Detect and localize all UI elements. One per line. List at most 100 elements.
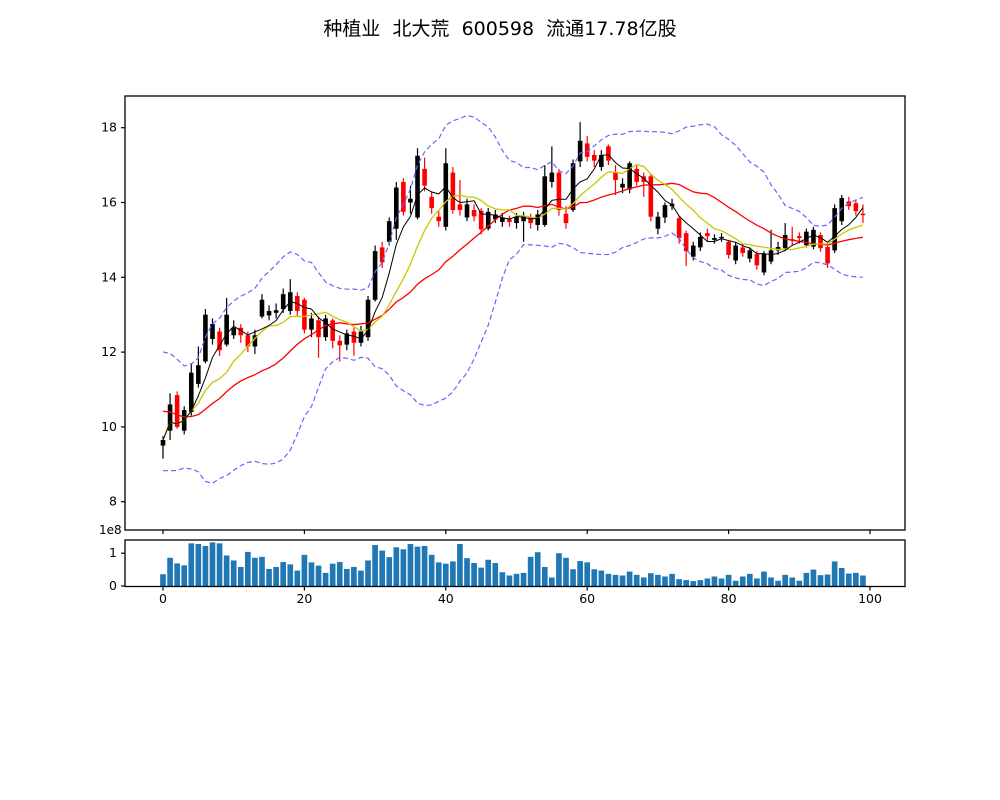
volume-bar (718, 578, 725, 586)
candle-up (627, 163, 632, 190)
candle-up (415, 155, 420, 218)
volume-bar (216, 543, 223, 586)
volume-bar (640, 577, 647, 586)
volume-axis-offset-label: 1e8 (99, 523, 122, 537)
candle-up (761, 253, 767, 273)
volume-bar (457, 544, 463, 586)
volume-bar (775, 580, 781, 586)
candle-up (196, 365, 201, 384)
candle-up (733, 245, 738, 261)
volume-bar (761, 571, 767, 586)
volume-bar (308, 562, 315, 586)
volume-bar (181, 565, 188, 586)
candle-up (358, 331, 364, 343)
volume-bar (435, 562, 442, 586)
candle-up (259, 299, 265, 317)
candle-up (811, 229, 816, 247)
volume-bar (315, 565, 322, 586)
candle-up (323, 318, 328, 338)
volume-bar (655, 574, 661, 586)
candle-up (203, 314, 208, 362)
ma-medium-line (162, 163, 864, 441)
volume-bar (386, 557, 393, 586)
volume-bar (160, 574, 166, 586)
volume-bar (379, 550, 385, 586)
candle-down (316, 320, 321, 338)
candle-up (599, 155, 604, 167)
volume-bar (259, 556, 265, 586)
candle-down (429, 196, 434, 209)
candle-down (238, 327, 244, 336)
candle-up (188, 372, 194, 412)
candle-up (839, 198, 845, 222)
candle-up (408, 198, 413, 203)
volume-bar (442, 563, 449, 586)
volume-bar (329, 563, 336, 586)
volume-bar (754, 578, 760, 586)
candle-down (825, 247, 830, 264)
candle-up (535, 214, 541, 225)
volume-bar (619, 575, 626, 586)
ma-slow-line (162, 182, 864, 418)
volume-bar (407, 544, 414, 586)
candle-up (372, 251, 378, 300)
volume-bar (400, 549, 407, 586)
candle-down (302, 299, 307, 330)
volume-bar (662, 576, 668, 586)
x-tick-label: 40 (438, 591, 454, 606)
candle-down (471, 209, 477, 217)
volume-y-tick-label: 1 (109, 545, 117, 560)
volume-bar (322, 572, 329, 586)
candle-down (401, 181, 406, 212)
volume-bar (188, 543, 195, 586)
candle-up (492, 214, 498, 220)
volume-bar (336, 562, 343, 586)
volume-bar (513, 573, 520, 586)
volume-bar (711, 576, 718, 586)
volume-bar (450, 561, 456, 586)
candle-down (740, 247, 746, 253)
volume-bar (612, 574, 619, 586)
candle-down (556, 172, 562, 210)
volume-bar (464, 558, 470, 586)
y-tick-label: 12 (101, 344, 117, 359)
candle-up (655, 216, 661, 229)
volume-bar (230, 560, 237, 586)
candle-down (245, 335, 251, 347)
candle-down (379, 247, 385, 263)
volume-bar (746, 573, 753, 586)
volume-bar (605, 573, 612, 586)
candle-up (266, 310, 272, 316)
volume-bar (577, 561, 583, 586)
candle-up (570, 163, 576, 210)
volume-bar (697, 580, 704, 586)
volume-bar (358, 570, 364, 586)
volume-bar (549, 577, 555, 586)
candle-down (860, 213, 866, 216)
candle-up (712, 238, 717, 240)
candle-up (782, 235, 788, 249)
candle-up (500, 217, 505, 222)
x-tick-label: 60 (579, 591, 595, 606)
candle-down (337, 340, 343, 346)
volume-bar (845, 573, 852, 586)
candle-up (775, 247, 781, 251)
candle-up (273, 310, 279, 313)
candle-up (719, 236, 724, 239)
volume-bar (209, 542, 216, 586)
candle-down (634, 168, 639, 182)
candle-down (818, 235, 823, 249)
volume-bar (174, 563, 180, 586)
candle-down (676, 218, 682, 239)
x-tick-label: 100 (858, 591, 882, 606)
candle-down (606, 146, 611, 161)
volume-bar (301, 554, 308, 586)
volume-bar (167, 557, 173, 586)
volume-bar (195, 544, 202, 586)
bollinger-upper-line (162, 114, 864, 367)
bollinger-lower-line (163, 232, 863, 484)
y-tick-label: 8 (109, 494, 117, 509)
candle-down (853, 203, 859, 212)
candle-up (280, 294, 286, 310)
